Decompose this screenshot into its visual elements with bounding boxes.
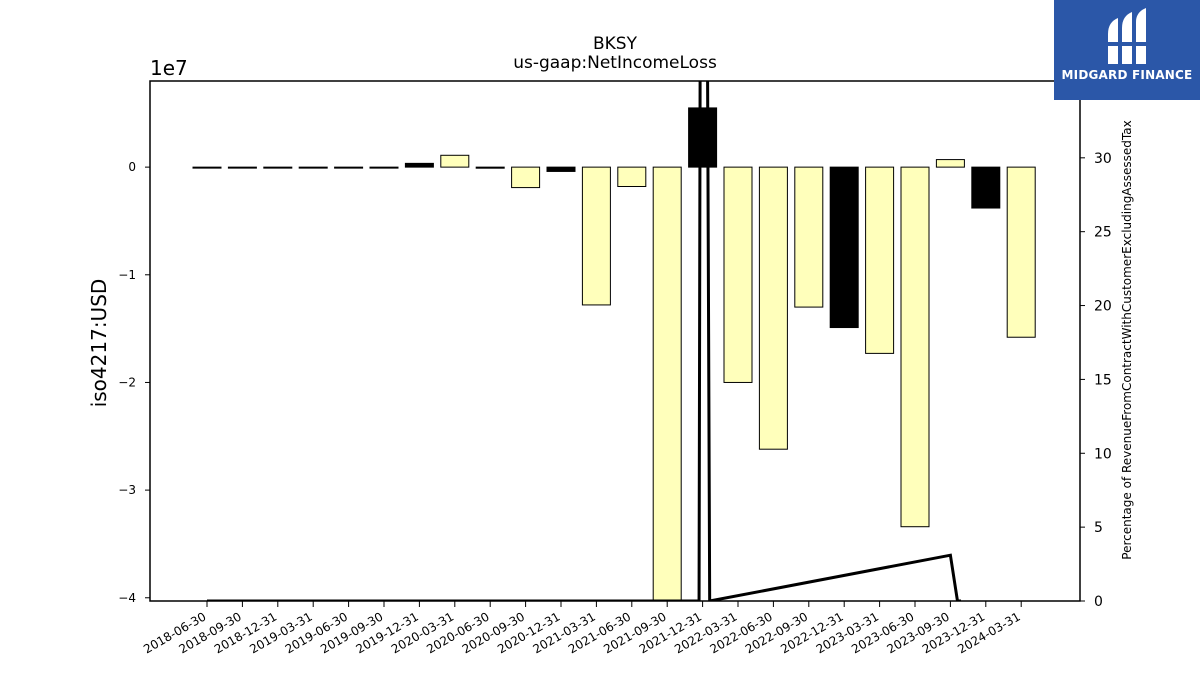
y-axis-label: iso4217:USD bbox=[87, 279, 111, 408]
bar-2023-03-31 bbox=[865, 166, 895, 354]
bar-2023-12-31 bbox=[971, 166, 1001, 209]
bar-2022-03-31 bbox=[723, 166, 753, 383]
bar-2023-09-30 bbox=[935, 159, 965, 168]
y-tick-label: −1 bbox=[118, 268, 136, 282]
y2-tick-label: 5 bbox=[1094, 520, 1103, 536]
y-tick-label: −2 bbox=[118, 375, 136, 389]
bar-2021-06-30 bbox=[617, 166, 647, 188]
secondary-line bbox=[207, 81, 962, 601]
y2-tick-label: 20 bbox=[1094, 299, 1112, 315]
bars-layer bbox=[192, 107, 1036, 602]
bar-2022-09-30 bbox=[794, 166, 824, 308]
y2-tick-label: 10 bbox=[1094, 446, 1112, 462]
y2-tick-label: 30 bbox=[1094, 151, 1112, 167]
bar-2020-12-31 bbox=[546, 166, 576, 172]
bar-2020-03-31 bbox=[440, 154, 470, 168]
bar-2020-09-30 bbox=[511, 166, 541, 189]
bar-2022-12-31 bbox=[829, 166, 859, 329]
bar-2019-12-31 bbox=[404, 162, 434, 168]
bar-2021-03-31 bbox=[581, 166, 611, 306]
y-offset-label: 1e7 bbox=[150, 56, 188, 80]
bar-2018-06-30 bbox=[192, 166, 222, 169]
chart-subtitle: us-gaap:NetIncomeLoss bbox=[513, 53, 717, 73]
y2-axis-label: Percentage of RevenueFromContractWithCus… bbox=[1120, 120, 1134, 559]
bar-2019-09-30 bbox=[369, 166, 399, 169]
bar-2024-03-31 bbox=[1006, 166, 1036, 338]
line-layer bbox=[207, 81, 962, 601]
midgard-logo-icon bbox=[1104, 8, 1150, 64]
brand-name: MIDGARD FINANCE bbox=[1061, 68, 1193, 82]
plot-frame bbox=[149, 80, 1081, 602]
bar-2020-06-30 bbox=[475, 166, 505, 169]
y-tick-label: −3 bbox=[118, 483, 136, 497]
y-tick-label: −4 bbox=[118, 591, 136, 605]
bar-2018-09-30 bbox=[227, 166, 257, 169]
bar-2022-06-30 bbox=[758, 166, 788, 450]
brand-logo: MIDGARD FINANCE bbox=[1054, 0, 1200, 100]
bar-2019-03-31 bbox=[298, 166, 328, 169]
bar-2021-12-31 bbox=[688, 107, 718, 168]
y2-tick-label: 15 bbox=[1094, 372, 1112, 388]
bar-2018-12-31 bbox=[263, 166, 293, 169]
bar-2019-06-30 bbox=[334, 166, 364, 169]
y-tick-label: 0 bbox=[128, 160, 136, 174]
y2-tick-label: 0 bbox=[1094, 594, 1103, 610]
y2-tick-label: 25 bbox=[1094, 225, 1112, 241]
chart-title: BKSY bbox=[593, 34, 638, 54]
bar-2023-06-30 bbox=[900, 166, 930, 528]
bar-2021-09-30 bbox=[652, 166, 682, 602]
